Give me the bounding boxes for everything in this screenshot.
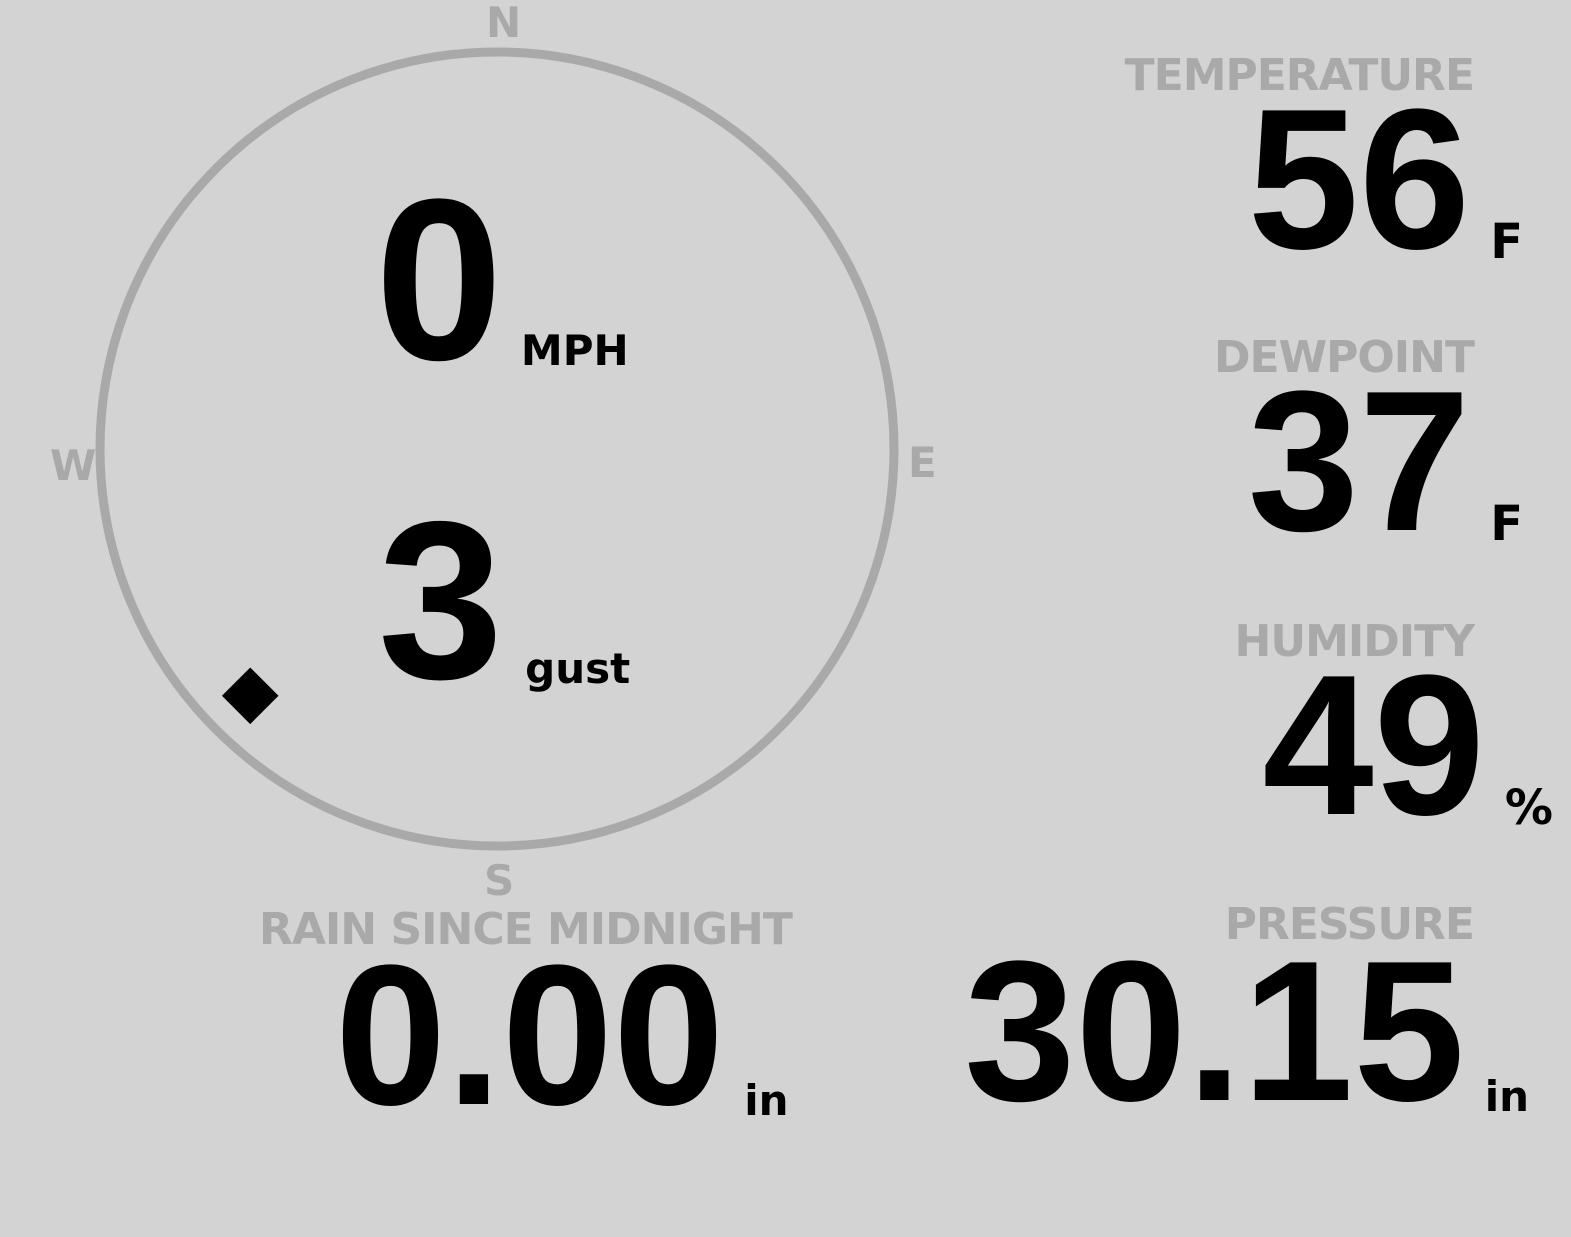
rain-label: RAIN SINCE MIDNIGHT <box>259 904 793 955</box>
temperature-label: TEMPERATURE <box>1124 50 1475 101</box>
compass-ring <box>95 47 899 851</box>
humidity-unit: % <box>1504 780 1553 836</box>
pressure-unit: in <box>1484 1072 1529 1121</box>
dewpoint-reading: 37 F <box>1247 350 1523 573</box>
wind-speed-value: 0 <box>375 151 503 408</box>
temperature-unit: F <box>1490 214 1523 270</box>
wind-direction-marker <box>221 667 279 725</box>
compass-north: N <box>486 0 522 47</box>
compass-tick <box>207 159 226 178</box>
compass-east: E <box>908 438 937 487</box>
dewpoint-label: DEWPOINT <box>1214 332 1475 383</box>
wind-compass <box>95 47 899 851</box>
temperature-reading: 56 F <box>1247 68 1523 291</box>
compass-ticks <box>207 159 787 739</box>
wind-gust: 3 gust <box>378 474 631 726</box>
rain-unit: in <box>744 1076 789 1125</box>
pressure-reading: 30.15 in <box>964 920 1529 1143</box>
rain-value: 0.00 <box>335 924 725 1147</box>
compass-south: S <box>484 856 515 905</box>
dewpoint-unit: F <box>1490 496 1523 552</box>
humidity-label: HUMIDITY <box>1234 616 1475 667</box>
compass-tick <box>768 720 787 739</box>
pressure-label: PRESSURE <box>1224 899 1475 950</box>
humidity-reading: 49 % <box>1262 634 1553 857</box>
compass-tick <box>207 720 226 739</box>
wind-gust-unit: gust <box>525 644 631 693</box>
dewpoint-value: 37 <box>1247 350 1471 573</box>
wind-gust-value: 3 <box>378 474 504 726</box>
compass-west: W <box>50 441 97 490</box>
rain-reading: 0.00 in <box>335 924 789 1147</box>
wind-speed: 0 MPH <box>375 151 629 408</box>
wind-speed-unit: MPH <box>520 326 629 375</box>
temperature-value: 56 <box>1247 68 1471 291</box>
pressure-value: 30.15 <box>964 920 1465 1143</box>
compass-tick <box>768 159 787 178</box>
humidity-value: 49 <box>1262 634 1485 857</box>
